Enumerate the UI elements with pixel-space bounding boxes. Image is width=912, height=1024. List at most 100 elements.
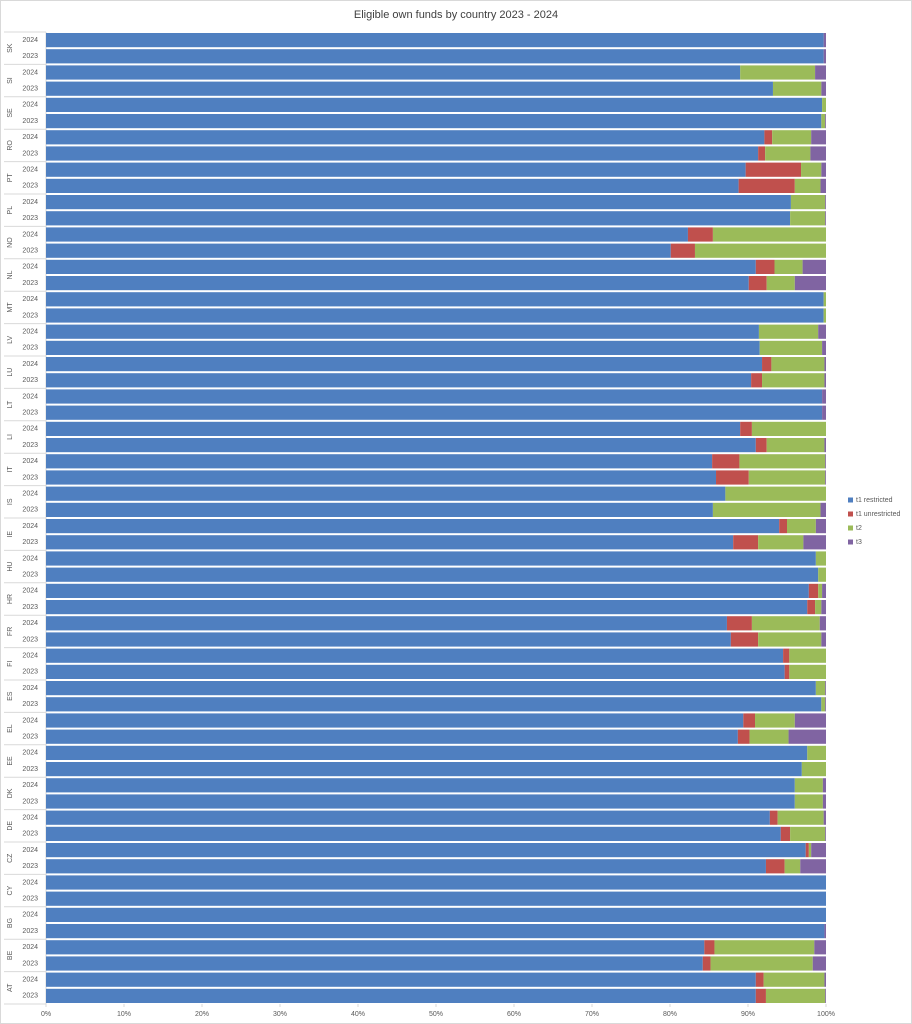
group-label: SE [7, 108, 14, 118]
y-tick-label: 2023 [22, 312, 38, 319]
bar-segment [824, 924, 826, 939]
bar-segment [46, 65, 741, 80]
x-tick-label: 60% [507, 1011, 521, 1018]
x-tick-label: 100% [817, 1011, 835, 1018]
bar-segment [808, 843, 812, 858]
y-tick-label: 2023 [22, 118, 38, 125]
bar-segment [807, 600, 816, 615]
y-tick-label: 2023 [22, 604, 38, 611]
group-label: LT [7, 400, 14, 408]
bar-segment [811, 130, 826, 145]
bar-segment [758, 535, 804, 550]
bar-segment [818, 567, 826, 582]
y-tick-label: 2023 [22, 960, 38, 967]
bar-segment [774, 259, 803, 274]
y-tick-label: 2024 [22, 37, 38, 44]
bar-segment [801, 762, 826, 777]
y-tick-label: 2024 [22, 523, 38, 530]
group-label: DE [7, 821, 14, 831]
y-tick-label: 2023 [22, 863, 38, 870]
bar-segment [763, 972, 825, 987]
bar-segment [46, 178, 739, 193]
bar-segment [46, 664, 785, 679]
bar-segment [46, 97, 823, 112]
y-tick-label: 2023 [22, 993, 38, 1000]
y-tick-label: 2024 [22, 491, 38, 498]
bar-segment [766, 438, 825, 453]
bar-segment [46, 681, 816, 696]
bar-segment [46, 632, 731, 647]
y-tick-label: 2023 [22, 507, 38, 514]
y-tick-label: 2023 [22, 831, 38, 838]
bar-segment [46, 405, 823, 420]
bar-segment [46, 875, 826, 890]
legend-swatch [848, 511, 853, 517]
bar-segment [46, 438, 756, 453]
bar-segment [46, 324, 759, 339]
y-tick-label: 2023 [22, 701, 38, 708]
bar-segment [784, 859, 801, 874]
bar-segment [808, 583, 819, 598]
group-label: MT [7, 302, 14, 313]
bar-segment [822, 97, 826, 112]
bar-segment [814, 940, 826, 955]
bar-segment [772, 130, 812, 145]
bar-segment [737, 729, 750, 744]
y-tick-label: 2023 [22, 572, 38, 579]
legend-swatch [848, 525, 853, 531]
bar-segment [823, 292, 826, 307]
bar-segment [823, 810, 826, 825]
bar-segment [670, 243, 695, 258]
group-label: PT [7, 173, 14, 183]
bar-segment [780, 826, 791, 841]
x-tick-label: 70% [585, 1011, 599, 1018]
bar-segment [815, 65, 826, 80]
y-tick-label: 2023 [22, 345, 38, 352]
bar-segment [712, 502, 821, 517]
bar-segment [823, 49, 826, 64]
y-tick-label: 2024 [22, 361, 38, 368]
bar-segment [716, 470, 749, 485]
y-tick-label: 2024 [22, 555, 38, 562]
bar-segment [819, 616, 826, 631]
y-tick-label: 2023 [22, 183, 38, 190]
bar-segment [825, 211, 826, 226]
y-tick-label: 2024 [22, 620, 38, 627]
bar-segment [755, 713, 795, 728]
y-tick-label: 2024 [22, 944, 38, 951]
group-label: ES [7, 691, 14, 701]
bar-segment [800, 859, 826, 874]
bar-segment [825, 697, 826, 712]
group-label: SK [7, 43, 14, 53]
legend-swatch [848, 539, 853, 545]
bar-segment [725, 486, 826, 501]
y-tick-label: 2023 [22, 410, 38, 417]
y-tick-label: 2024 [22, 588, 38, 595]
y-tick-label: 2023 [22, 896, 38, 903]
bar-segment [46, 843, 806, 858]
bar-segment [825, 114, 826, 129]
bar-segment [46, 243, 671, 258]
bar-segment [46, 519, 780, 534]
bar-segment [730, 632, 759, 647]
bar-segment [46, 227, 688, 242]
y-tick-label: 2024 [22, 782, 38, 789]
x-tick-label: 90% [741, 1011, 755, 1018]
group-label: DK [7, 788, 14, 798]
y-tick-label: 2024 [22, 750, 38, 757]
bar-segment [46, 502, 713, 517]
y-tick-label: 2024 [22, 815, 38, 822]
bar-segment [687, 227, 713, 242]
bar-segment [790, 211, 826, 226]
bar-segment [790, 826, 826, 841]
bar-segment [789, 648, 826, 663]
bar-segment [805, 843, 809, 858]
bar-segment [788, 729, 826, 744]
bar-segment [46, 33, 824, 48]
y-tick-label: 2023 [22, 53, 38, 60]
bar-segment [769, 810, 778, 825]
bar-segment [745, 162, 802, 177]
bar-segment [46, 891, 826, 906]
bar-segment [794, 778, 823, 793]
bar-segment [46, 600, 808, 615]
